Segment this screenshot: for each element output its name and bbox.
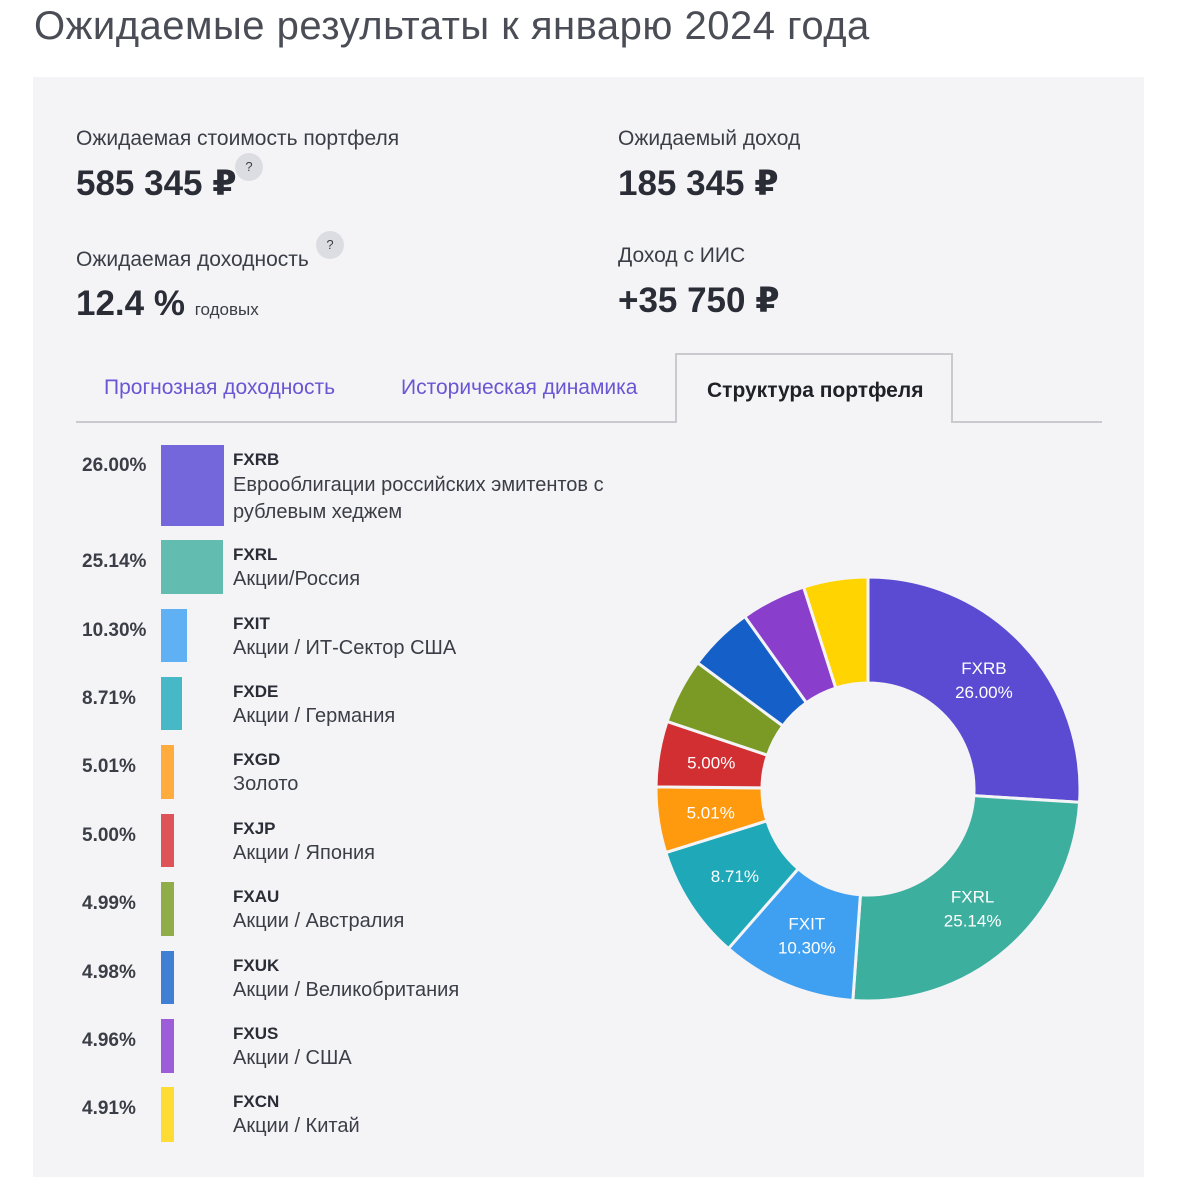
legend-description: Акции/Россия bbox=[233, 568, 361, 590]
page-title: Ожидаемые результаты к январю 2024 года bbox=[34, 4, 870, 48]
portfolio-value-help-icon[interactable]: ? bbox=[235, 153, 263, 181]
tab-bar: Прогнозная доходность Историческая динам… bbox=[76, 353, 1102, 423]
tab-bar-divider bbox=[76, 421, 1102, 423]
donut-label-pct: 5.00% bbox=[687, 754, 735, 773]
legend-description: Золото bbox=[233, 773, 299, 795]
legend-item-fxuk: 4.98% FXUK Акции / Великобритания bbox=[76, 951, 636, 1011]
legend-ticker: FXCN bbox=[233, 1092, 280, 1111]
donut-label-name: FXIT bbox=[788, 915, 825, 934]
donut-label-pct: 26.00% bbox=[955, 683, 1013, 702]
donut-slice-fxrb[interactable] bbox=[866, 575, 1082, 804]
legend-item-fxau: 4.99% FXAU Акции / Австралия bbox=[76, 882, 636, 942]
legend-bar bbox=[161, 540, 223, 594]
tab-forecast-yield[interactable]: Прогнозная доходность bbox=[104, 376, 336, 399]
legend-ticker: FXAU bbox=[233, 887, 280, 906]
legend-bar bbox=[161, 445, 224, 526]
donut-label-pct: 8.71% bbox=[711, 867, 759, 886]
legend-item-fxrb: 26.00% FXRB Еврооблигации российских эмите… bbox=[76, 445, 636, 526]
tab-historical-dynamics[interactable]: Историческая динамика bbox=[401, 376, 638, 399]
donut-label-name: FXRB bbox=[961, 659, 1006, 678]
donut-label-pct: 5.01% bbox=[687, 803, 735, 822]
legend-item-fxrl: 25.14% FXRL Акции/Россия bbox=[76, 540, 636, 600]
legend-percent: 10.30% bbox=[82, 620, 147, 641]
legend-bar bbox=[161, 951, 174, 1004]
yield-value: 12.4 % bbox=[76, 284, 185, 323]
legend-bar bbox=[161, 1087, 174, 1142]
legend-description: Акции / Австралия bbox=[233, 910, 405, 932]
legend-percent: 4.98% bbox=[82, 962, 136, 983]
yield-value-row: 12.4 % годовых bbox=[76, 284, 259, 324]
legend-ticker: FXUK bbox=[233, 956, 280, 975]
legend-ticker: FXJP bbox=[233, 819, 276, 838]
yield-help-icon[interactable]: ? bbox=[316, 231, 344, 259]
legend-percent: 4.91% bbox=[82, 1098, 136, 1119]
legend-ticker: FXDE bbox=[233, 682, 279, 701]
legend-item-fxjp: 5.00% FXJP Акции / Япония bbox=[76, 814, 636, 874]
donut-label-pct: 10.30% bbox=[778, 939, 836, 958]
legend-ticker: FXUS bbox=[233, 1024, 279, 1043]
portfolio-donut-chart: FXRB 26.00% FXRL 25.14% FXIT 10.30% 8.71% 5.01%… bbox=[654, 575, 1082, 1003]
legend-ticker: FXRL bbox=[233, 545, 278, 564]
legend-ticker: FXIT bbox=[233, 614, 270, 633]
legend-item-fxde: 8.71% FXDE Акции / Германия bbox=[76, 677, 636, 737]
legend-item-fxcn: 4.91% FXCN Акции / Китай bbox=[76, 1087, 636, 1147]
legend-bar bbox=[161, 609, 187, 662]
legend-percent: 4.99% bbox=[82, 893, 136, 914]
legend-percent: 5.01% bbox=[82, 756, 136, 777]
legend-bar bbox=[161, 882, 174, 936]
legend-description: Акции / Германия bbox=[233, 705, 396, 727]
legend-percent: 8.71% bbox=[82, 688, 136, 709]
legend-percent: 26.00% bbox=[82, 455, 147, 476]
iis-value: +35 750 ₽ bbox=[618, 281, 780, 320]
portfolio-value: 585 345 ₽ bbox=[76, 164, 237, 203]
legend-bar bbox=[161, 814, 174, 867]
legend-bar bbox=[161, 677, 182, 730]
yield-unit: годовых bbox=[194, 300, 259, 319]
legend-item-fxus: 4.96% FXUS Акции / США bbox=[76, 1019, 636, 1079]
legend-description: Акции / ИТ-Сектор США bbox=[233, 637, 457, 659]
legend-bar bbox=[161, 745, 174, 799]
donut-slice-fxrl[interactable] bbox=[851, 794, 1082, 1003]
legend-description: Акции / США bbox=[233, 1047, 352, 1069]
donut-label-pct: 25.14% bbox=[944, 912, 1002, 931]
legend-percent: 4.96% bbox=[82, 1030, 136, 1051]
legend-description: Акции / Китай bbox=[233, 1115, 360, 1137]
yield-label: Ожидаемая доходность bbox=[76, 248, 309, 271]
income-value: 185 345 ₽ bbox=[618, 164, 779, 203]
tab-portfolio-structure[interactable]: Структура портфеля bbox=[675, 353, 953, 423]
legend-percent: 25.14% bbox=[82, 551, 147, 572]
legend-percent: 5.00% bbox=[82, 825, 136, 846]
legend-item-fxit: 10.30% FXIT Акции / ИТ-Сектор США bbox=[76, 609, 636, 669]
legend-description: Еврооблигации российских эмитентов с руб… bbox=[233, 474, 604, 523]
legend-bar bbox=[161, 1019, 174, 1073]
legend-description: Акции / Япония bbox=[233, 842, 376, 864]
legend-description: Акции / Великобритания bbox=[233, 979, 460, 1001]
legend-item-fxgd: 5.01% FXGD Золото bbox=[76, 745, 636, 805]
legend-ticker: FXRB bbox=[233, 450, 280, 469]
income-label: Ожидаемый доход bbox=[618, 127, 801, 150]
legend-ticker: FXGD bbox=[233, 750, 281, 769]
donut-slice-fxcn[interactable] bbox=[801, 575, 870, 690]
donut-label-name: FXRL bbox=[951, 888, 994, 907]
iis-label: Доход с ИИС bbox=[618, 244, 746, 267]
portfolio-value-label: Ожидаемая стоимость портфеля bbox=[76, 127, 400, 150]
